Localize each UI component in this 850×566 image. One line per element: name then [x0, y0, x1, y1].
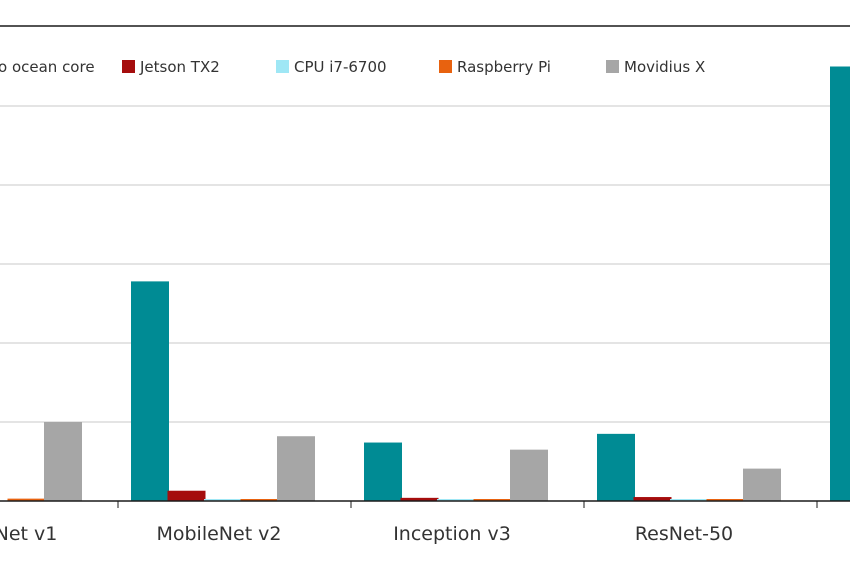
- legend-swatch: [276, 60, 289, 73]
- legend-label: Jetson TX2: [139, 58, 220, 76]
- bar: [437, 499, 475, 501]
- bar: [277, 436, 315, 501]
- legend-swatch: [439, 60, 452, 73]
- gridlines: [0, 105, 850, 423]
- x-tick-label: ResNet-50: [635, 523, 733, 545]
- bar: [597, 433, 635, 501]
- bar: [706, 499, 745, 501]
- bar: [830, 66, 850, 501]
- bar: [670, 499, 708, 501]
- bar: [44, 422, 82, 501]
- x-tick-label: Inception v3: [393, 523, 511, 545]
- bar: [7, 498, 46, 501]
- bar: [167, 490, 206, 501]
- bar: [131, 281, 169, 501]
- bar: [510, 449, 548, 501]
- legend-swatch: [606, 60, 619, 73]
- legend-label: o ocean core: [0, 58, 95, 76]
- bar: [743, 468, 781, 501]
- bar: [633, 497, 672, 501]
- bar: [364, 442, 402, 501]
- legend: o ocean core Jetson TX2 CPU i7-6700 Raspber…: [0, 58, 705, 76]
- x-tick-labels: Net v1 MobileNet v2 Inception v3 ResNet-50: [0, 523, 733, 545]
- bar: [400, 497, 439, 501]
- legend-label: Raspberry Pi: [457, 58, 551, 76]
- x-ticks: [117, 501, 818, 508]
- x-tick-label: MobileNet v2: [156, 523, 281, 545]
- bar: [240, 499, 279, 501]
- legend-swatch: [122, 60, 135, 73]
- x-tick-label: Net v1: [0, 523, 57, 545]
- bars: [7, 66, 850, 501]
- bar: [204, 499, 242, 501]
- legend-label: Movidius X: [624, 58, 705, 76]
- legend-label: CPU i7-6700: [294, 58, 387, 76]
- bar: [473, 499, 512, 501]
